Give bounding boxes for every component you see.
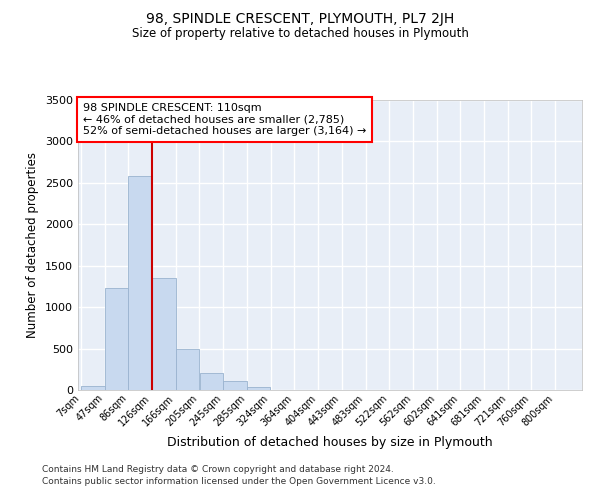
- Text: 98 SPINDLE CRESCENT: 110sqm
← 46% of detached houses are smaller (2,785)
52% of : 98 SPINDLE CRESCENT: 110sqm ← 46% of det…: [83, 103, 367, 136]
- Bar: [128, 176, 152, 390]
- Y-axis label: Number of detached properties: Number of detached properties: [26, 152, 40, 338]
- Text: Contains public sector information licensed under the Open Government Licence v3: Contains public sector information licen…: [42, 477, 436, 486]
- Text: 98, SPINDLE CRESCENT, PLYMOUTH, PL7 2JH: 98, SPINDLE CRESCENT, PLYMOUTH, PL7 2JH: [146, 12, 454, 26]
- X-axis label: Distribution of detached houses by size in Plymouth: Distribution of detached houses by size …: [167, 436, 493, 449]
- Text: Size of property relative to detached houses in Plymouth: Size of property relative to detached ho…: [131, 28, 469, 40]
- Bar: [176, 348, 199, 390]
- Bar: [152, 278, 176, 390]
- Bar: [81, 386, 105, 390]
- Bar: [223, 381, 247, 390]
- Text: Contains HM Land Registry data © Crown copyright and database right 2024.: Contains HM Land Registry data © Crown c…: [42, 466, 394, 474]
- Bar: [247, 386, 271, 390]
- Bar: [105, 288, 128, 390]
- Bar: [200, 374, 223, 390]
